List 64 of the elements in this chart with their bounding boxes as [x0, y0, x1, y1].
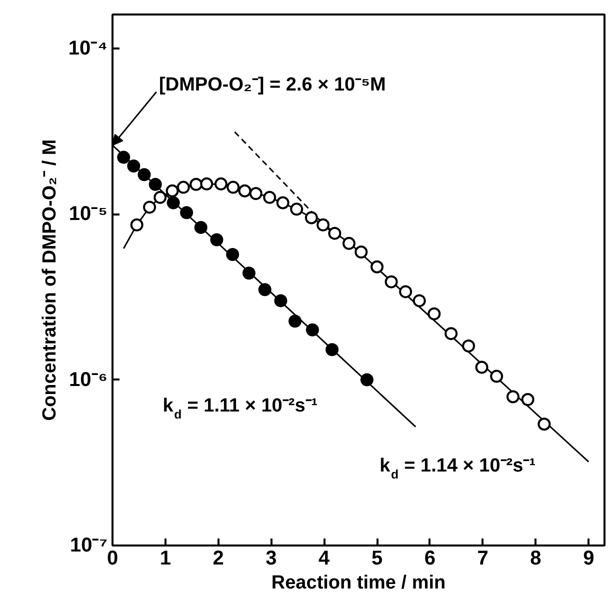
point [166, 184, 179, 198]
point [148, 178, 162, 191]
point [276, 196, 290, 210]
point [190, 178, 203, 191]
point [521, 393, 534, 406]
x-tick-label: 0 [106, 548, 118, 570]
x-tick-label: 7 [477, 548, 488, 570]
y-tick-label: 10⁻⁶ [69, 368, 108, 391]
point [462, 339, 476, 352]
point [370, 260, 384, 274]
point [290, 202, 304, 216]
point [226, 180, 240, 194]
point [242, 266, 256, 280]
point [326, 343, 339, 356]
point [176, 180, 190, 194]
point [258, 283, 272, 296]
point [490, 370, 504, 383]
point [263, 190, 276, 204]
y-tick-label: 10⁻⁴ [68, 37, 108, 60]
y-tick-label: 10⁻⁵ [68, 203, 108, 226]
point [306, 323, 319, 336]
x-tick-label: 1 [160, 548, 171, 570]
point [428, 307, 441, 320]
point [238, 184, 252, 198]
point [354, 246, 368, 259]
point [130, 218, 144, 232]
y-axis-title: Concentration of DMPO-O₂⁻ / M [39, 139, 60, 421]
x-tick-label: 6 [424, 548, 436, 570]
x-tick-label: 3 [266, 548, 277, 570]
x-tick-label: 8 [530, 548, 542, 570]
point [249, 187, 262, 200]
point [226, 248, 240, 261]
x-tick-label: 5 [371, 548, 383, 570]
point [117, 150, 130, 164]
point [360, 373, 374, 386]
point [288, 314, 302, 328]
point [444, 327, 458, 340]
point [214, 177, 228, 190]
point [475, 360, 488, 374]
point [304, 211, 318, 224]
x-tick-label: 2 [212, 548, 224, 570]
point [138, 168, 151, 182]
point [316, 218, 330, 232]
point [154, 190, 167, 204]
point [210, 233, 224, 246]
x-tick-label: 9 [583, 548, 594, 570]
annotation: [DMPO-O₂⁻] = 2.6 × 10⁻⁵M [159, 74, 386, 96]
point [143, 200, 156, 214]
point [399, 285, 412, 298]
point [200, 177, 214, 190]
point [194, 220, 208, 234]
point [328, 226, 342, 240]
point [506, 390, 520, 404]
point [274, 294, 288, 308]
point [180, 206, 194, 220]
point [127, 159, 140, 172]
point [412, 294, 426, 308]
point [384, 275, 398, 288]
point [342, 236, 356, 250]
y-tick-label: 10⁻⁷ [70, 534, 108, 556]
point [538, 418, 551, 431]
x-tick-label: 4 [318, 548, 331, 570]
point [166, 196, 180, 210]
x-axis-title: Reaction time / min [271, 572, 446, 594]
